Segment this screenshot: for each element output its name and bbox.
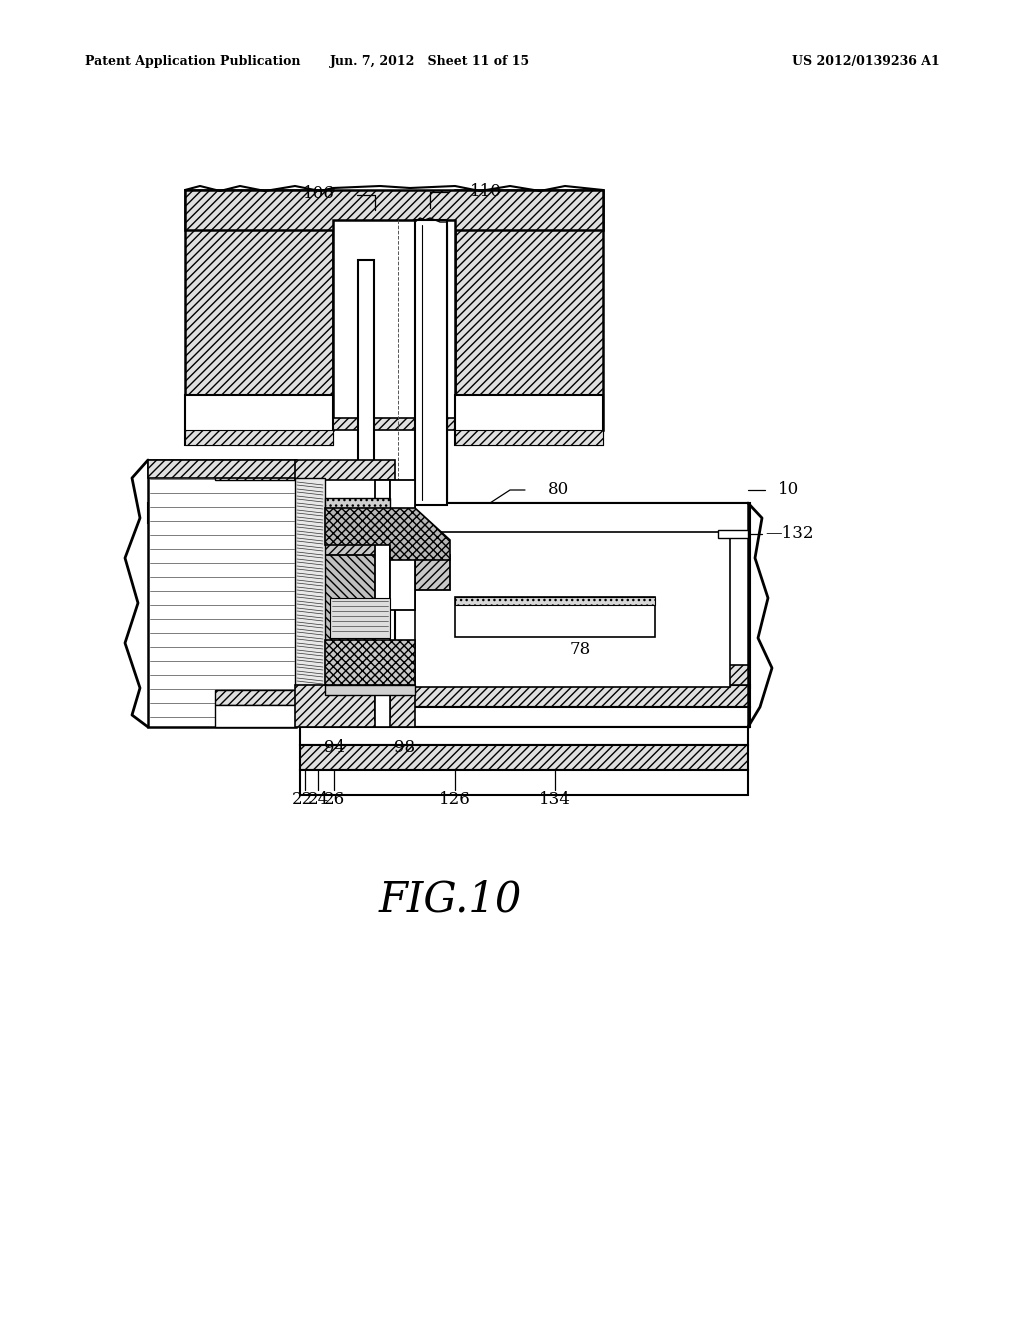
Polygon shape xyxy=(325,640,415,685)
Polygon shape xyxy=(295,459,395,480)
Polygon shape xyxy=(375,480,390,719)
Polygon shape xyxy=(260,418,528,430)
Text: 98: 98 xyxy=(394,739,416,756)
Polygon shape xyxy=(185,190,333,430)
Polygon shape xyxy=(300,708,750,727)
Polygon shape xyxy=(325,685,415,696)
Polygon shape xyxy=(185,395,333,445)
Polygon shape xyxy=(375,696,390,727)
Polygon shape xyxy=(358,260,374,475)
Text: 22: 22 xyxy=(292,792,312,808)
Polygon shape xyxy=(215,459,296,480)
Text: Patent Application Publication: Patent Application Publication xyxy=(85,55,300,69)
Polygon shape xyxy=(300,727,748,744)
Polygon shape xyxy=(395,503,750,688)
Text: 110: 110 xyxy=(470,182,502,199)
Polygon shape xyxy=(300,554,415,665)
Polygon shape xyxy=(300,744,748,770)
Polygon shape xyxy=(455,395,603,445)
Text: —132: —132 xyxy=(765,524,813,541)
Polygon shape xyxy=(390,480,415,610)
Polygon shape xyxy=(148,523,746,529)
Polygon shape xyxy=(455,597,655,638)
Text: US 2012/0139236 A1: US 2012/0139236 A1 xyxy=(793,55,940,69)
Polygon shape xyxy=(325,508,450,560)
Polygon shape xyxy=(415,220,447,506)
Polygon shape xyxy=(300,770,748,795)
Polygon shape xyxy=(215,705,296,727)
Polygon shape xyxy=(395,665,750,685)
Polygon shape xyxy=(300,503,450,590)
Polygon shape xyxy=(330,598,390,638)
Polygon shape xyxy=(333,220,455,420)
Polygon shape xyxy=(455,430,603,445)
Text: 80: 80 xyxy=(548,482,569,499)
Text: 26: 26 xyxy=(324,792,344,808)
Polygon shape xyxy=(415,532,730,686)
Text: FIG.10: FIG.10 xyxy=(378,879,521,921)
Text: Jun. 7, 2012   Sheet 11 of 15: Jun. 7, 2012 Sheet 11 of 15 xyxy=(330,55,530,69)
Polygon shape xyxy=(185,430,333,445)
Text: 10: 10 xyxy=(778,482,800,499)
Polygon shape xyxy=(455,190,603,430)
Polygon shape xyxy=(185,190,603,230)
Text: 78: 78 xyxy=(569,642,591,659)
Polygon shape xyxy=(325,498,390,508)
Polygon shape xyxy=(300,685,750,708)
Polygon shape xyxy=(295,685,415,727)
Polygon shape xyxy=(215,690,296,705)
Text: 94: 94 xyxy=(325,739,345,756)
Polygon shape xyxy=(148,459,296,727)
Text: 134: 134 xyxy=(539,792,571,808)
Polygon shape xyxy=(148,459,296,478)
Polygon shape xyxy=(148,503,746,523)
Text: 106: 106 xyxy=(303,186,335,202)
Polygon shape xyxy=(455,597,655,605)
Polygon shape xyxy=(295,478,325,685)
Text: 126: 126 xyxy=(439,792,471,808)
Text: 24: 24 xyxy=(307,792,329,808)
Polygon shape xyxy=(718,531,748,539)
